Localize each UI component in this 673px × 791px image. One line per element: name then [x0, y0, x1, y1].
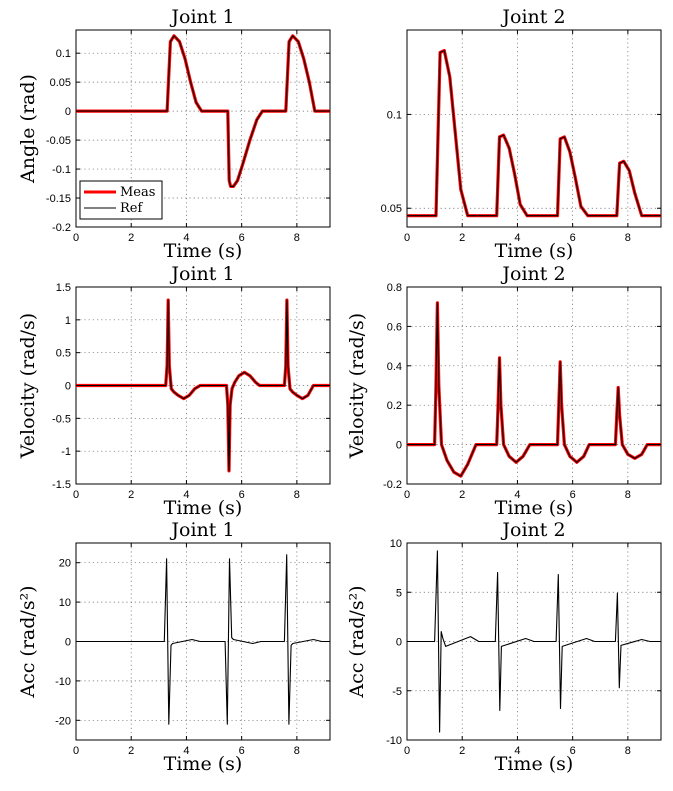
chart-5-xtick-label: 0	[73, 745, 79, 757]
chart-4-xtick-label: 6	[570, 489, 576, 501]
chart-5-xtick-label: 8	[294, 745, 300, 757]
chart-1-ytick-label: 0	[65, 106, 71, 118]
chart-1-xlabel: Time (s)	[164, 240, 243, 262]
chart-1-ytick-label: -0.2	[52, 222, 71, 234]
chart-4-xtick-label: 4	[514, 489, 520, 501]
chart-1-legend-box	[79, 180, 163, 220]
chart-4-title: Joint 2	[500, 263, 565, 285]
chart-5-xtick-label: 2	[128, 745, 134, 757]
chart-3-xtick-label: 4	[183, 489, 189, 501]
chart-3-xtick-label: 6	[239, 489, 245, 501]
chart-4-plot-area	[406, 286, 662, 485]
chart-2-xtick-label: 2	[459, 232, 465, 244]
chart-3-ytick-label: 0	[65, 381, 71, 393]
chart-5-ytick-label: 20	[59, 558, 71, 570]
chart-2-xtick-label: 0	[404, 232, 410, 244]
chart-4-ylabel: Velocity (rad/s)	[346, 313, 368, 459]
chart-2-group: 0 2 4 6 8 0.05 0.1 Joint 2 Time (s)	[381, 6, 662, 262]
chart-4-xtick-label: 2	[459, 489, 465, 501]
chart-3-group: 0 2 4 6 8 -1.5 -1 -0.5 0 0.5 1 1.5 Joint 1 Time (s) Ve…	[17, 263, 331, 519]
chart-6-xtick-label: 6	[570, 745, 576, 757]
chart-3-ylabel: Velocity (rad/s)	[17, 313, 39, 459]
chart-1-xtick-label: 4	[183, 232, 189, 244]
chart-2-ytick-label: 0.1	[387, 109, 402, 121]
chart-5-ylabel: Acc (rad/s²)	[17, 585, 39, 698]
chart-5-ytick-label: 0	[65, 637, 71, 649]
chart-4-xtick-label: 0	[404, 489, 410, 501]
chart-1-ytick-label: 0.05	[50, 77, 71, 89]
chart-1-ytick-label: -0.15	[46, 193, 71, 205]
chart-5-xtick-label: 4	[183, 745, 189, 757]
chart-2-ytick-label: 0.05	[381, 203, 402, 215]
chart-6-ytick-label: 0	[396, 637, 402, 649]
chart-1-legend-label-ref: Ref	[120, 201, 143, 216]
chart-1-xtick-label: 6	[239, 232, 245, 244]
chart-6-xtick-label: 4	[514, 745, 520, 757]
chart-4-ytick-label: 0.8	[387, 282, 402, 294]
chart-5-title: Joint 1	[169, 519, 234, 541]
chart-4-ytick-label: 0	[396, 440, 402, 452]
chart-5-ytick-label: -20	[55, 715, 71, 727]
chart-1-ytick-label: 0.1	[56, 48, 71, 60]
chart-6-ytick-label: -10	[386, 735, 402, 747]
chart-2-title: Joint 2	[500, 6, 565, 28]
chart-1-xtick-label: 0	[73, 232, 79, 244]
chart-2-xtick-label: 8	[625, 232, 631, 244]
chart-1-ytick-label: -0.05	[46, 135, 71, 147]
chart-1-ylabel: Angle (rad)	[17, 74, 39, 184]
chart-6-xtick-label: 0	[404, 745, 410, 757]
chart-6-xtick-label: 2	[459, 745, 465, 757]
chart-5-group: 0 2 4 6 8 -20 -10 0 10 20 Joint 1 Time (s) Acc (rad/…	[17, 519, 331, 775]
chart-6-xtick-label: 8	[625, 745, 631, 757]
chart-1-title: Joint 1	[169, 6, 234, 28]
chart-4-ytick-label: -0.2	[383, 479, 402, 491]
chart-4-xtick-label: 8	[625, 489, 631, 501]
chart-1-group: 0 2 4 6 8 -0.2 -0.15 -0.1 -0.05 0 0.05 0.1 Joint 1 Ti…	[17, 6, 331, 262]
chart-1-xtick-label: 2	[128, 232, 134, 244]
chart-3-ytick-label: 1.5	[56, 282, 71, 294]
chart-3-xtick-label: 2	[128, 489, 134, 501]
chart-4-ytick-label: 0.2	[387, 400, 402, 412]
chart-6-ytick-label: 10	[390, 538, 402, 550]
chart-1-series-ref-line	[76, 35, 330, 187]
chart-5-ytick-label: 10	[59, 597, 71, 609]
chart-3-xtick-label: 8	[294, 489, 300, 501]
chart-2-xtick-label: 4	[514, 232, 520, 244]
chart-3-ytick-label: 1	[65, 315, 71, 327]
chart-3-ytick-label: -1.5	[52, 479, 71, 491]
chart-3-xlabel: Time (s)	[164, 497, 243, 519]
chart-4-series-ref-line	[407, 302, 661, 477]
chart-6-ytick-label: 5	[396, 587, 402, 599]
chart-6-xlabel: Time (s)	[495, 753, 574, 775]
chart-2-series-ref-line	[407, 50, 661, 217]
chart-6-group: 0 2 4 6 8 -10 -5 0 5 10 Joint 2 Time (s) Acc (rad/s²…	[346, 519, 662, 775]
chart-6-series-ref-line	[407, 550, 661, 733]
chart-4-ytick-label: 0.6	[387, 321, 402, 333]
chart-1-legend-label-meas: Meas	[120, 185, 155, 200]
chart-3-series-ref-line	[76, 299, 330, 472]
chart-6-title: Joint 2	[500, 519, 565, 541]
chart-5-xtick-label: 6	[239, 745, 245, 757]
chart-6-ytick-label: -5	[392, 686, 402, 698]
chart-5-series-ref-line	[76, 554, 330, 725]
chart-2-xlabel: Time (s)	[495, 240, 574, 262]
chart-3-ytick-label: -1	[61, 446, 71, 458]
chart-3-title: Joint 1	[169, 263, 234, 285]
chart-1-xtick-label: 8	[294, 232, 300, 244]
chart-4-ytick-label: 0.4	[387, 361, 402, 373]
chart-3-xtick-label: 0	[73, 489, 79, 501]
chart-6-ylabel: Acc (rad/s²)	[346, 585, 368, 698]
chart-1-ytick-label: -0.1	[52, 164, 71, 176]
chart-3-ytick-label: 0.5	[56, 348, 71, 360]
chart-4-xlabel: Time (s)	[495, 497, 574, 519]
chart-3-ytick-label: -0.5	[52, 413, 71, 425]
chart-2-xtick-label: 6	[570, 232, 576, 244]
chart-5-ytick-label: -10	[55, 676, 71, 688]
chart-5-xlabel: Time (s)	[164, 753, 243, 775]
